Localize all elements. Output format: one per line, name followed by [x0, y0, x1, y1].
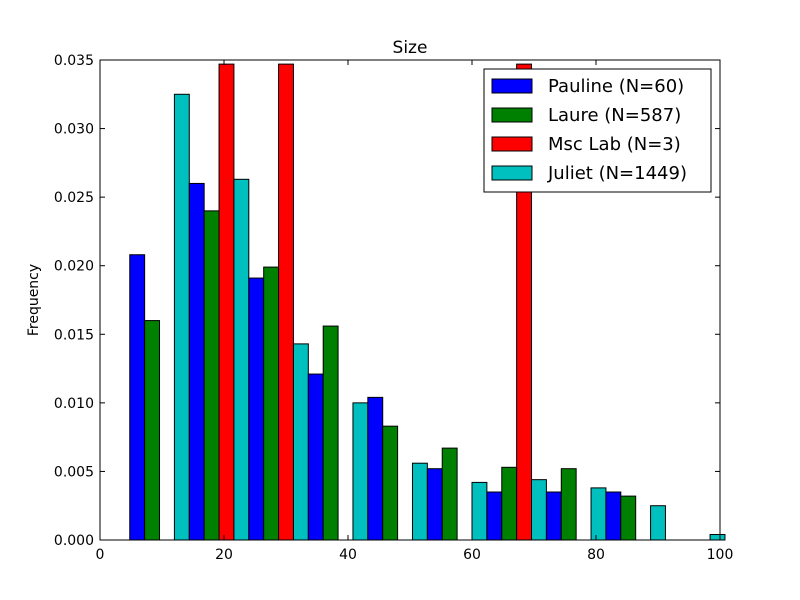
y-tick-label: 0.000: [54, 533, 94, 549]
x-tick-label: 0: [96, 547, 105, 563]
y-tick-label: 0.010: [54, 396, 94, 412]
bar: [352, 402, 369, 541]
bar: [129, 254, 146, 541]
legend: Pauline (N=60) Laure (N=587) Msc Lab (N=3)…: [483, 68, 712, 193]
bar: [560, 468, 577, 541]
y-tick-label: 0.030: [54, 122, 94, 138]
legend-swatch: [491, 107, 533, 123]
bar: [144, 320, 161, 541]
bar: [248, 277, 265, 541]
y-tick-label: 0.020: [54, 259, 94, 275]
bar: [292, 343, 309, 541]
bar: [188, 182, 205, 541]
bar: [605, 491, 622, 541]
legend-swatch: [491, 78, 533, 94]
bar: [173, 93, 190, 541]
y-tick-label: 0.035: [54, 53, 94, 69]
bar: [501, 466, 518, 541]
bar: [307, 373, 324, 541]
bar: [441, 447, 458, 541]
bars-group: [129, 63, 726, 541]
bar: [278, 63, 294, 541]
x-tick-label: 20: [215, 547, 233, 563]
bar: [233, 178, 250, 541]
x-tick-label: 40: [339, 547, 357, 563]
bar: [263, 266, 280, 541]
x-tick-label: 100: [707, 547, 734, 563]
legend-label: Laure (N=587): [548, 105, 681, 126]
ticks-group: 0 20 40 60 80 100 0.000 0.005 0.010 0.015 0.020 0.0…: [54, 53, 733, 563]
bar: [382, 425, 399, 541]
x-tick-label: 60: [463, 547, 481, 563]
y-tick-label: 0.005: [54, 464, 94, 480]
x-tick-label: 80: [587, 547, 605, 563]
bar: [367, 396, 384, 541]
chart-title: Size: [393, 38, 428, 58]
plot-frame: [99, 59, 721, 541]
bar: [531, 479, 547, 541]
bar: [620, 495, 637, 541]
bar: [203, 210, 220, 541]
bar: [590, 487, 607, 541]
bar: [218, 63, 235, 541]
bar: [322, 325, 339, 541]
y-tick-label: 0.015: [54, 327, 94, 343]
bar: [709, 534, 726, 541]
bar: [650, 505, 666, 541]
bar: [545, 491, 562, 541]
bar: [471, 481, 488, 541]
y-axis-label: Frequency: [26, 264, 42, 336]
legend-label: Pauline (N=60): [548, 76, 684, 97]
bar: [426, 468, 443, 541]
legend-label: Msc Lab (N=3): [548, 134, 681, 155]
legend-swatch: [491, 165, 533, 181]
y-tick-label: 0.025: [54, 190, 94, 206]
legend-swatch: [491, 136, 533, 152]
bar: [411, 462, 428, 541]
bar: [486, 491, 503, 541]
legend-label: Juliet (N=1449): [547, 163, 687, 184]
